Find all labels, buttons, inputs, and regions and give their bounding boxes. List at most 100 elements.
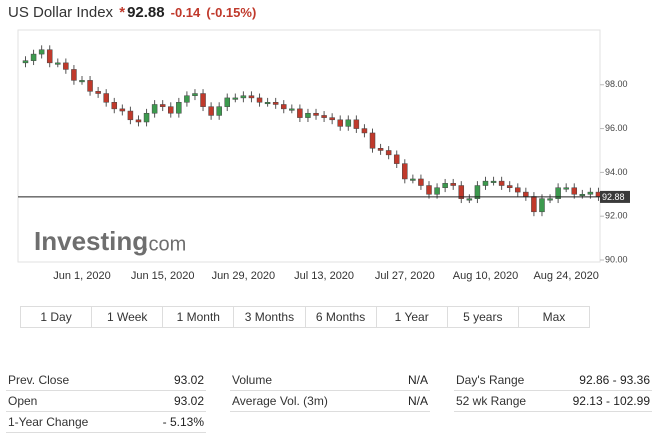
candle-body <box>127 110 134 121</box>
candle-body <box>498 180 505 186</box>
candle-body <box>264 102 271 105</box>
candle-body <box>506 185 513 188</box>
candle-body <box>224 97 230 107</box>
price: 92.88 <box>127 4 165 21</box>
candle-body <box>103 93 109 103</box>
stats-row: 1-Year Change - 5.13% <box>6 412 658 433</box>
range-button[interactable]: 3 Months <box>234 307 306 327</box>
candle-body <box>579 194 586 197</box>
range-button[interactable]: 1 Day <box>21 307 93 327</box>
candle-body <box>426 185 432 195</box>
candle-body <box>353 119 360 129</box>
candle-body <box>46 49 53 64</box>
candle-body <box>38 49 45 55</box>
watermark-suffix: .com <box>143 233 186 255</box>
header: US Dollar Index * 92.88 -0.14 (-0.15%) <box>8 4 256 21</box>
x-tick-label: Jun 1, 2020 <box>53 270 111 282</box>
y-tick-label: 98.00 <box>605 79 628 89</box>
candle-body <box>539 198 545 213</box>
stat-value: 92.13 - 102.99 <box>572 394 650 408</box>
candle-body <box>442 183 448 188</box>
candle-body <box>248 95 255 99</box>
x-tick-label: Jul 13, 2020 <box>294 270 354 282</box>
candle-body <box>289 108 295 111</box>
change-pct: (-0.15%) <box>206 5 257 20</box>
candle-body <box>410 178 416 181</box>
candle-body <box>531 196 537 213</box>
range-buttons: 1 Day 1 Week 1 Month 3 Months 6 Months 1 Year… <box>20 306 590 328</box>
chart: Investing .com 90.00 92.00 94.00 96.00 98.00… <box>17 29 630 282</box>
stat-value: N/A <box>407 394 428 408</box>
last-price-label: 92.88 <box>602 192 625 202</box>
candle-body <box>192 93 198 96</box>
candle-body <box>571 187 578 195</box>
stat-value: N/A <box>407 373 428 387</box>
change: -0.14 <box>170 5 201 20</box>
x-tick-label: Aug 24, 2020 <box>533 270 598 282</box>
candle-body <box>30 53 37 61</box>
candle-body <box>329 117 335 121</box>
candle-body <box>434 187 440 195</box>
candle-body <box>515 187 521 193</box>
candle-body <box>369 132 376 149</box>
x-tick-label: Jun 29, 2020 <box>212 270 276 282</box>
range-button[interactable]: 5 years <box>448 307 519 327</box>
candle-body <box>345 119 352 127</box>
x-tick-label: Aug 10, 2020 <box>453 270 518 282</box>
star: * <box>119 4 126 21</box>
stat-value: 92.86 - 93.36 <box>579 373 650 387</box>
candle-body <box>402 163 408 180</box>
candle-body <box>216 106 222 116</box>
stats-cell: Average Vol. (3m) N/A <box>230 391 430 412</box>
candle-body <box>256 97 263 103</box>
candle-body <box>297 108 303 118</box>
candle-body <box>111 102 118 110</box>
stat-label: 1-Year Change <box>8 415 89 429</box>
candle-body <box>159 104 166 107</box>
candle-body <box>151 104 158 114</box>
candle-body <box>321 115 327 118</box>
candle-body <box>79 80 85 83</box>
stat-label: Volume <box>232 373 273 387</box>
stats-cell: Volume N/A <box>230 370 430 391</box>
candle-body <box>272 102 279 105</box>
candle-body <box>87 80 93 92</box>
candle-body <box>232 97 239 100</box>
candle-body <box>313 112 319 116</box>
range-button[interactable]: 1 Year <box>377 307 448 327</box>
candle-body <box>587 191 594 195</box>
stat-value: 93.02 <box>173 394 204 408</box>
candle-body <box>385 150 392 156</box>
candle-body <box>482 180 489 186</box>
candle-body <box>474 185 481 199</box>
candle-body <box>168 106 174 114</box>
candle-body <box>418 178 424 186</box>
candle-body <box>119 108 126 112</box>
candle-body <box>143 112 150 123</box>
candle-body <box>200 93 206 107</box>
plot-frame <box>17 29 601 263</box>
candle-body <box>208 106 214 116</box>
range-button[interactable]: 1 Week <box>92 307 164 327</box>
stats-row: Prev. Close 93.02 Volume N/A Day's Range 92.8… <box>6 370 658 391</box>
x-tick-label: Jul 27, 2020 <box>375 270 435 282</box>
range-button[interactable]: 6 Months <box>306 307 377 327</box>
candle-body <box>377 148 384 151</box>
candle-body <box>393 154 400 164</box>
stats-cell: Day's Range 92.86 - 93.36 <box>454 370 652 391</box>
stat-label: Average Vol. (3m) <box>232 394 328 408</box>
y-tick-label: 96.00 <box>605 123 628 133</box>
stat-value: - 5.13% <box>162 415 204 429</box>
range-button[interactable]: 1 Month <box>163 307 235 327</box>
y-tick-label: 92.00 <box>605 211 628 221</box>
stats-cell: Prev. Close 93.02 <box>6 370 206 391</box>
candle-body <box>95 91 101 94</box>
range-button[interactable]: Max <box>542 310 566 324</box>
stat-label: Open <box>8 394 38 408</box>
x-tick-label: Jun 15, 2020 <box>131 270 195 282</box>
candle-body <box>135 119 142 123</box>
candle-body <box>22 60 29 64</box>
candle-body <box>280 104 287 110</box>
stats-table: Prev. Close 93.02 Volume N/A Day's Range 92.8… <box>6 370 658 433</box>
